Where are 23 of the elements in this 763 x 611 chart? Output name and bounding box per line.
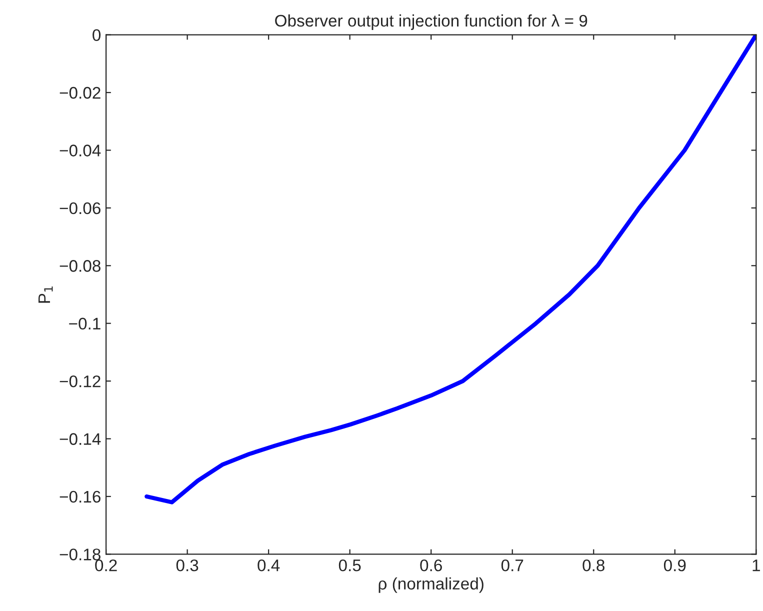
y-tick-label: −0.14 [60,433,101,445]
x-tick-label: 0.2 [95,559,117,572]
y-tick-label: −0.04 [60,144,101,156]
x-tick-label: 0.9 [664,559,686,572]
line-series [144,34,756,504]
y-tick-label: 0 [92,29,101,42]
y-axis-title: P$_{1}$ [38,286,53,303]
x-tick-label: 0.4 [258,559,280,572]
y-tick-label: −0.02 [60,86,100,99]
x-tick-label: 1 [752,560,760,572]
x-axis-title: ρ (normalized) [378,577,484,593]
y-tick-label: −0.16 [60,490,100,503]
x-tick-label: 0.5 [338,559,361,572]
x-tick-label: 0.6 [420,559,442,572]
y-tick-label: −0.06 [60,202,100,214]
chart-title: Observer output injection function for λ = 9 [275,14,588,30]
y-tick-label: −0.18 [60,548,100,560]
y-tick-label: −0.12 [60,375,100,388]
y-tick-label: −0.1 [69,318,100,330]
x-tick-label: 0.3 [176,559,198,572]
x-tick-label: 0.8 [582,559,604,572]
y-tick-label: −0.08 [60,260,100,272]
x-tick-label: 0.7 [501,559,524,572]
